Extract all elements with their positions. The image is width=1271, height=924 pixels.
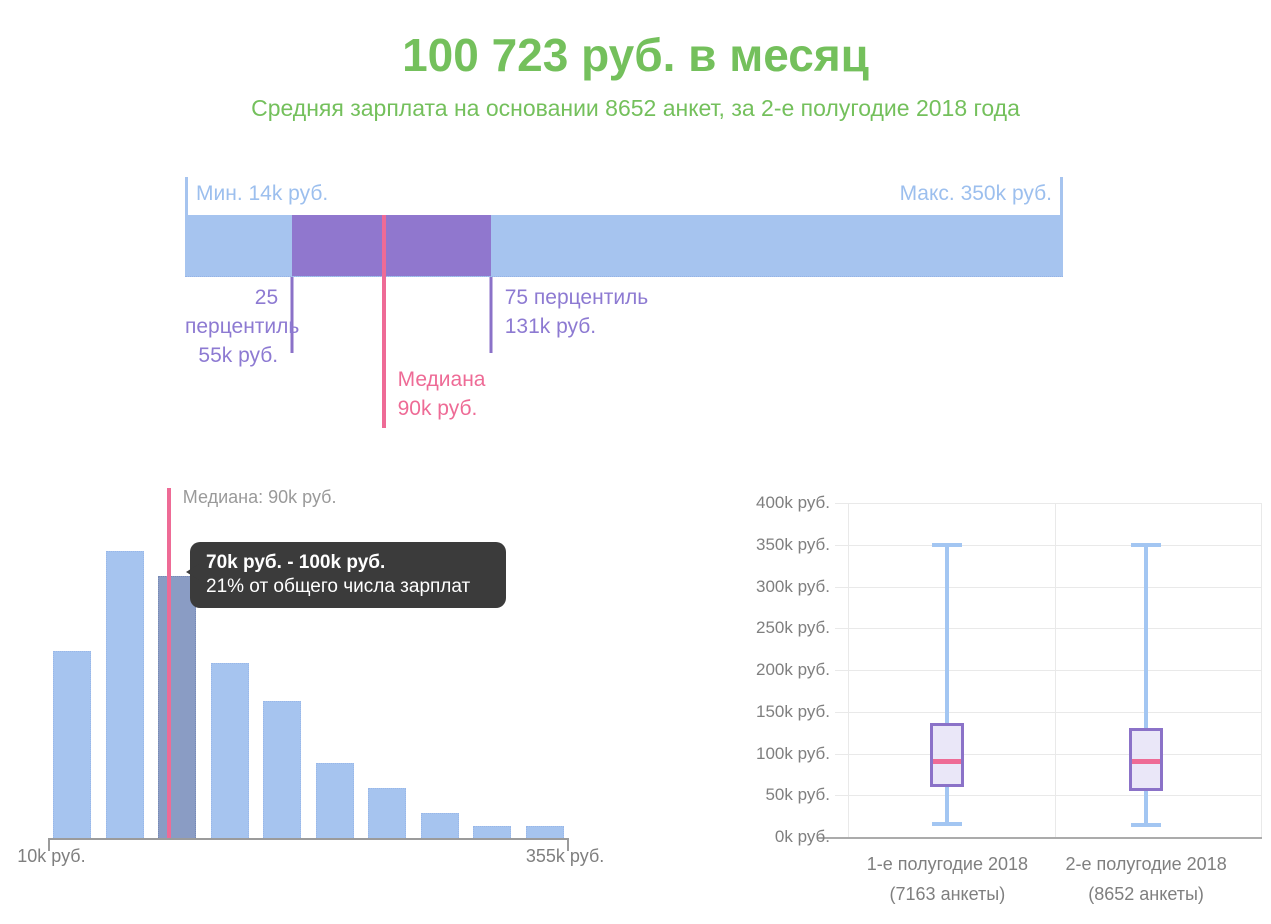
histogram-bar[interactable] xyxy=(210,663,249,838)
boxplot-median-line xyxy=(1132,759,1161,765)
page-title: 100 723 руб. в месяц xyxy=(402,29,869,81)
boxplot-y-tick-label: 150k руб. xyxy=(755,701,830,721)
boxplot-category-label: 1-е полугодие 2018 (7163 анкеты) xyxy=(832,849,1062,909)
range-median-line xyxy=(381,215,386,428)
histogram-bar-highlighted[interactable] xyxy=(158,575,197,838)
boxplot-y-tick-label: 200k руб. xyxy=(755,660,830,679)
boxplot-x-axis-line xyxy=(818,837,1262,839)
boxplot-y-tick-label: 400k руб. xyxy=(755,493,830,512)
histogram-bar[interactable] xyxy=(53,650,91,838)
boxplot-plot-area xyxy=(818,503,1262,839)
range-q1-line xyxy=(290,277,294,353)
boxplot-whisker-upper xyxy=(1144,544,1149,728)
boxplot-max-cap xyxy=(1131,542,1162,547)
boxplot-y-tick-label: 300k руб. xyxy=(755,576,830,596)
boxplot-category-title: 1-е полугодие 2018 xyxy=(866,854,1028,874)
range-min-label: Мин. 14k руб. xyxy=(196,182,329,205)
histogram-x-max-label: 355k руб. xyxy=(525,846,605,866)
histogram-bar[interactable] xyxy=(473,825,512,838)
range-q3-label-line2: 131k руб. xyxy=(504,315,597,338)
range-minmax-labels: Мин. 14k руб. Макс. 350k руб. xyxy=(196,182,1052,206)
range-median-label-line2: 90k руб. xyxy=(397,397,478,420)
boxplot-gridline xyxy=(835,795,1262,797)
range-median-label-line1: Медиана xyxy=(397,368,486,391)
histogram-x-min-label: 10k руб. xyxy=(17,846,86,866)
boxplot-gridline xyxy=(835,753,1262,755)
tooltip-range-label: 70k руб. - 100k руб. xyxy=(206,552,386,573)
boxplot-box[interactable] xyxy=(1129,727,1164,792)
boxplot-y-tick-label: 250k руб. xyxy=(755,618,830,638)
histogram-bars xyxy=(48,484,569,838)
boxplot-min-cap xyxy=(1131,823,1162,828)
histogram-bar[interactable] xyxy=(368,788,407,838)
boxplot-min-cap xyxy=(932,822,963,827)
range-q1-label: 25 перцентиль 55k руб. xyxy=(185,283,300,370)
salary-range-section: Мин. 14k руб. Макс. 350k руб. 25 перцент… xyxy=(185,177,1063,432)
boxplot-y-tick-label: 0k руб. xyxy=(774,827,830,846)
tooltip-percent-label: 21% от общего числа зарплат xyxy=(206,576,471,597)
boxplot-gridline xyxy=(835,586,1262,588)
page-subtitle: Средняя зарплата на основании 8652 анкет… xyxy=(251,95,1020,121)
boxplot-y-tick-label: 100k руб. xyxy=(755,743,830,763)
range-q1-label-line1: 25 перцентиль xyxy=(185,286,300,338)
histogram-bar[interactable] xyxy=(526,825,564,838)
boxplot-y-tick-label: 50k руб. xyxy=(765,785,830,805)
histogram-median-label: Медиана: 90k руб. xyxy=(182,487,337,507)
range-min-tick xyxy=(185,177,188,216)
histogram-axis-tick-right xyxy=(567,838,569,851)
boxplot-category-subtitle: (8652 анкеты) xyxy=(1088,884,1204,904)
histogram-bar[interactable] xyxy=(420,813,459,838)
boxplot-gridline xyxy=(835,544,1262,546)
boxplot-gridline xyxy=(835,670,1262,671)
boxplot-vertical-gridline xyxy=(1055,503,1056,837)
range-bar[interactable] xyxy=(185,215,1063,277)
range-q3-label: 75 перцентиль 131k руб. xyxy=(505,283,649,341)
boxplot-whisker-upper xyxy=(945,544,950,723)
boxplot-category-subtitle: (7163 анкеты) xyxy=(889,884,1006,904)
boxplot-gridline xyxy=(835,503,1262,504)
boxplot-section: 400k руб. 350k руб. 300k руб. 250k руб. 200k… xyxy=(700,493,1271,924)
range-median-label: Медиана 90k руб. xyxy=(398,365,486,423)
boxplot-y-tick-label: 350k руб. xyxy=(755,534,830,554)
range-q1-label-line2: 55k руб. xyxy=(198,344,279,367)
range-q3-line xyxy=(489,277,493,353)
boxplot-category-title: 2-е полугодие 2018 xyxy=(1065,854,1227,874)
boxplot-category-label: 2-е полугодие 2018 (8652 анкеты) xyxy=(1031,849,1261,909)
boxplot-vertical-gridline xyxy=(848,503,849,837)
range-q3-label-line1: 75 перцентиль xyxy=(504,286,649,309)
boxplot-median-line xyxy=(933,759,962,765)
boxplot-whisker-lower xyxy=(945,786,950,825)
boxplot-vertical-gridline xyxy=(1261,503,1262,837)
histogram-tooltip: 70k руб. - 100k руб. 21% от общего числа… xyxy=(186,542,506,608)
histogram-median-line xyxy=(166,488,171,838)
range-max-label: Макс. 350k руб. xyxy=(899,182,1052,205)
boxplot-gridline xyxy=(835,711,1262,713)
histogram-section: Медиана: 90k руб. 70k руб. - 100k руб. 2… xyxy=(17,484,604,866)
histogram-bar[interactable] xyxy=(263,700,302,838)
boxplot-max-cap xyxy=(932,542,963,547)
boxplot-whisker-lower xyxy=(1144,791,1149,826)
histogram-bar[interactable] xyxy=(315,763,354,838)
histogram-axis-tick-left xyxy=(48,838,50,851)
range-iqr-box[interactable] xyxy=(292,215,491,276)
header: 100 723 руб. в месяц Средняя зарплата на… xyxy=(0,28,1271,122)
boxplot-box[interactable] xyxy=(930,722,965,787)
range-max-tick xyxy=(1060,177,1063,216)
histogram-bar[interactable] xyxy=(105,550,144,838)
boxplot-gridline xyxy=(835,628,1262,630)
